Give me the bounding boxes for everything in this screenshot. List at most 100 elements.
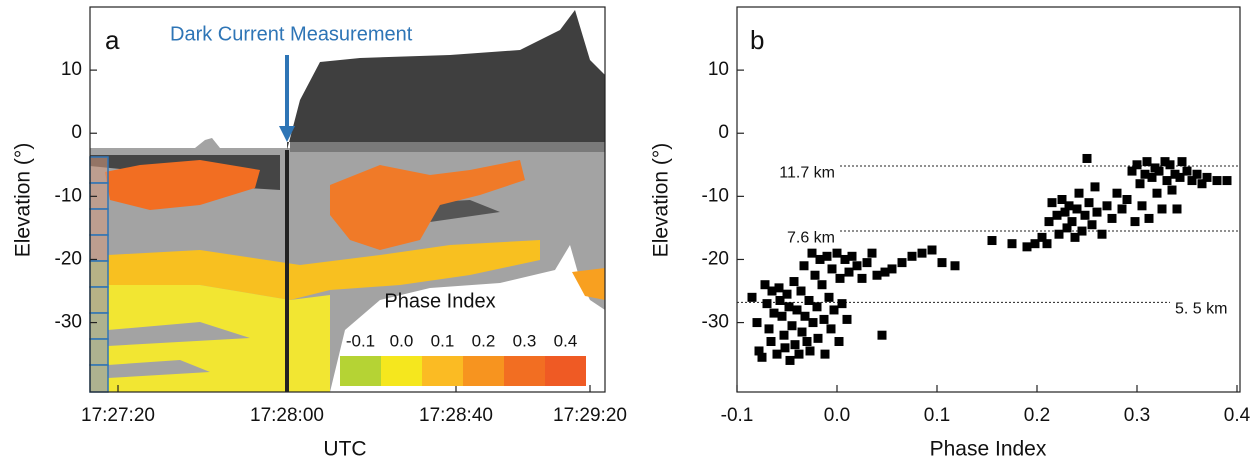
y-tick-label: -30 — [55, 312, 82, 333]
panel-b-label: b — [750, 25, 764, 55]
point — [1047, 198, 1057, 208]
point — [1112, 188, 1122, 198]
y-tick-label: 0 — [71, 122, 82, 143]
point — [1084, 198, 1094, 208]
point — [1157, 204, 1167, 214]
y-axis-title: Elevation (°) — [12, 143, 35, 258]
colorbar-title: Phase Index — [384, 290, 495, 312]
point — [1044, 217, 1054, 227]
point — [774, 283, 784, 293]
point — [1152, 188, 1162, 198]
y-tick-label: 0 — [718, 122, 729, 143]
point — [857, 273, 867, 283]
point — [1072, 204, 1082, 214]
point — [844, 267, 854, 277]
point — [1197, 179, 1207, 189]
point — [842, 314, 852, 324]
point — [880, 267, 890, 277]
x-tick-label: 0.2 — [1024, 405, 1050, 426]
point — [840, 254, 850, 264]
point — [1090, 182, 1100, 192]
annotation: Dark Current Measurement — [170, 23, 413, 45]
point — [810, 270, 820, 280]
point — [812, 302, 822, 312]
point — [780, 343, 790, 353]
point — [807, 248, 817, 258]
point — [917, 248, 927, 258]
point — [852, 261, 862, 271]
point — [789, 277, 799, 287]
point — [772, 349, 782, 359]
point — [1140, 169, 1150, 179]
point — [1187, 176, 1197, 186]
point — [829, 305, 839, 315]
colorbar-cell — [545, 356, 586, 386]
panel-a-frame — [89, 6, 606, 393]
colorbar-tick-label: 0.2 — [472, 331, 496, 350]
point — [837, 299, 847, 309]
point — [847, 251, 857, 261]
x-tick-label: 0.1 — [924, 405, 950, 426]
point — [1022, 242, 1032, 252]
x-axis-title: Phase Index — [930, 438, 1047, 461]
point — [785, 355, 795, 365]
y-tick-label: -10 — [55, 185, 82, 206]
point — [1092, 207, 1102, 217]
point — [1192, 169, 1202, 179]
point — [1177, 157, 1187, 167]
y-tick-label: -20 — [55, 248, 82, 269]
point — [835, 273, 845, 283]
point — [1082, 153, 1092, 163]
point — [762, 299, 772, 309]
x-tick-label: 0.4 — [1224, 405, 1251, 426]
point — [832, 248, 842, 258]
point — [1132, 160, 1142, 170]
point — [862, 258, 872, 268]
point — [1142, 157, 1152, 167]
point — [1122, 195, 1132, 204]
x-tick-label: 0.3 — [1124, 405, 1150, 426]
y-tick-label: 10 — [708, 59, 729, 80]
point — [760, 280, 770, 290]
point — [817, 280, 827, 290]
point — [1057, 195, 1067, 204]
point — [752, 318, 762, 328]
point — [1135, 179, 1145, 189]
panel-a-image — [89, 10, 605, 393]
point — [1062, 223, 1072, 233]
colorbar-tick-label: 0.4 — [554, 331, 578, 350]
point — [907, 251, 917, 261]
point — [1077, 226, 1087, 236]
point — [777, 311, 787, 321]
x-tick-label: 17:29:20 — [553, 405, 627, 426]
point — [1175, 172, 1185, 182]
point — [779, 330, 789, 340]
reference-label: 11.7 km — [779, 164, 835, 181]
point — [1202, 172, 1212, 182]
point — [826, 324, 836, 334]
point — [1137, 201, 1147, 211]
point — [1170, 169, 1180, 179]
point — [927, 245, 937, 255]
point — [1130, 217, 1140, 227]
reference-label: 7.6 km — [787, 229, 835, 246]
x-tick-label: 17:27:20 — [81, 405, 155, 426]
point — [787, 321, 797, 331]
point — [805, 346, 815, 356]
x-axis-title: UTC — [323, 438, 366, 461]
point — [813, 333, 823, 343]
y-tick-label: -10 — [702, 185, 729, 206]
point — [1087, 220, 1097, 230]
point — [808, 318, 818, 328]
point — [822, 251, 832, 261]
colorbar-cell — [504, 356, 545, 386]
point — [1127, 166, 1137, 176]
colorbar-cell — [381, 356, 422, 386]
point — [834, 337, 844, 347]
point — [1007, 239, 1017, 249]
point — [1172, 204, 1182, 214]
point — [782, 289, 792, 299]
x-tick-label: -0.1 — [721, 405, 754, 426]
colorbar-tick-label: 0.3 — [513, 331, 537, 350]
point — [1102, 201, 1112, 211]
